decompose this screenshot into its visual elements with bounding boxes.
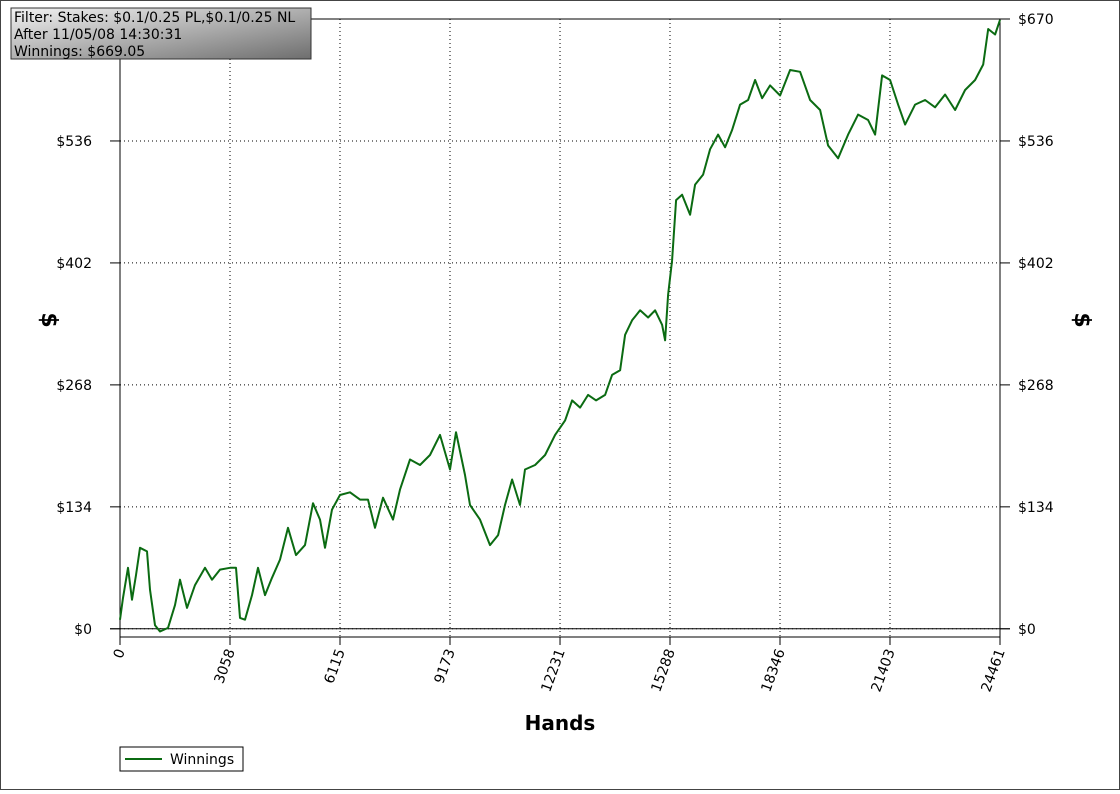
y2-tick-label: $402 [1018,256,1054,272]
legend: Winnings [119,746,244,772]
info-line: After 11/05/08 14:30:31 [14,27,182,43]
info-line: Filter: Stakes: $0.1/0.25 PL,$0.1/0.25 N… [14,10,295,26]
y2-tick-label: $536 [1018,134,1054,150]
legend-label: Winnings [170,752,234,768]
line-series [119,19,1001,633]
y-tick-label: $268 [56,378,92,394]
y2-tick-label: $0 [1018,622,1036,638]
y2-tick-label: $134 [1018,500,1054,516]
info-line: Winnings: $669.05 [14,44,145,60]
y-tick-label: $134 [56,500,92,516]
info-box: Filter: Stakes: $0.1/0.25 PL,$0.1/0.25 N… [10,7,312,60]
y2-tick-label: $670 [1018,12,1054,28]
y-axis-label: $ [36,312,61,327]
y-tick-label: $536 [56,134,92,150]
y-tick-label: $402 [56,256,92,272]
info-box-bg [10,7,312,60]
x-axis-label: Hands [525,711,596,735]
y2-axis-label: $ [1069,312,1094,327]
y2-tick-label: $268 [1018,378,1054,394]
y-tick-label: $0 [74,622,92,638]
